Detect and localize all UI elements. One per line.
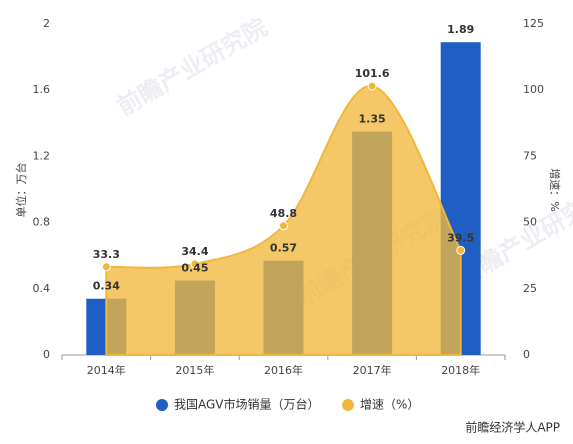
point [190, 259, 200, 269]
value-label: 1.35 [359, 113, 386, 126]
x-tick-label: 2017年 [353, 363, 392, 377]
y-tick-label: 1.2 [33, 149, 51, 162]
value-label: 39.5 [447, 231, 474, 244]
source: 前瞻经济学人APP [465, 420, 560, 435]
y-axis-title: 单位：万台 [14, 163, 28, 218]
y-tick-label: 1.6 [33, 83, 51, 96]
legend-label: 我国AGV市场销量（万台） [174, 397, 320, 412]
legend-marker [156, 399, 168, 411]
value-label: 0.57 [270, 242, 297, 255]
value-label: 0.34 [93, 280, 120, 293]
x-tick-label: 2014年 [87, 363, 126, 377]
y2-tick-label: 50 [523, 216, 537, 229]
legend-label: 增速（%） [360, 398, 419, 412]
y2-tick-label: 100 [523, 83, 544, 96]
point [101, 262, 111, 272]
y2-tick-label: 25 [523, 282, 537, 295]
y-tick-label: 2 [43, 17, 50, 30]
x-tick-label: 2015年 [175, 363, 214, 377]
y-tick-label: 0 [43, 348, 50, 361]
point [367, 81, 377, 91]
y2-axis-title: 增速：% [548, 168, 562, 211]
value-label: 0.45 [181, 262, 208, 275]
value-label: 34.4 [181, 245, 208, 258]
value-label: 101.6 [355, 67, 390, 80]
value-label: 48.8 [270, 207, 297, 220]
area [105, 84, 462, 356]
watermark: 前瞻产业研究院 [113, 13, 272, 121]
legend-marker [342, 399, 354, 411]
x-tick-label: 2018年 [441, 363, 480, 377]
value-label: 1.89 [447, 23, 474, 36]
y2-tick-label: 0 [523, 348, 530, 361]
point [279, 221, 288, 231]
y-tick-label: 0.4 [33, 282, 51, 295]
x-tick-label: 2016年 [264, 363, 303, 377]
y2-tick-label: 75 [523, 149, 537, 162]
value-label: 33.3 [93, 248, 120, 261]
y-tick-label: 0.8 [33, 216, 51, 229]
point [456, 245, 466, 255]
y2-tick-label: 125 [523, 17, 544, 30]
